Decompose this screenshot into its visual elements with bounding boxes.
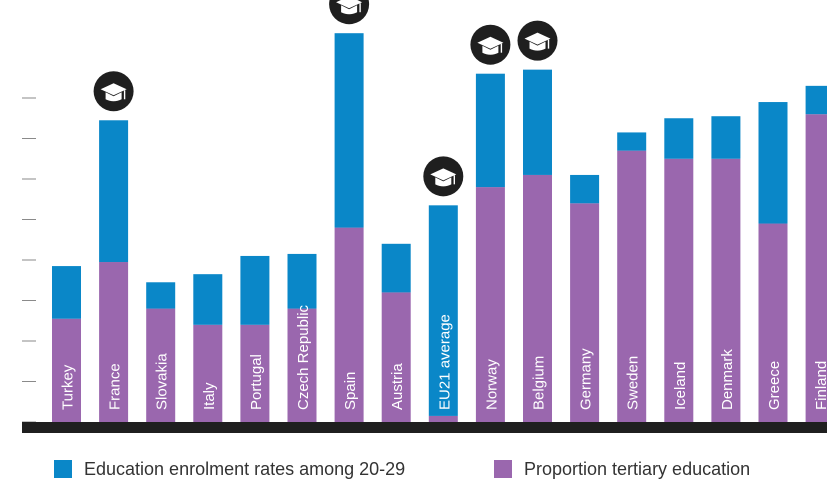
bar-group: Italy [193, 274, 222, 422]
bar-enrolment [146, 282, 175, 308]
graduation-cap-icon [94, 71, 134, 111]
bar-group: Austria [382, 244, 411, 422]
bar-group: Iceland [664, 118, 693, 422]
category-label: Belgium [531, 356, 548, 410]
legend-label-enrolment: Education enrolment rates among 20-29 [84, 459, 405, 480]
graduation-cap-icon [518, 21, 558, 61]
category-label: France [107, 363, 124, 410]
category-label: Finland [813, 361, 827, 410]
bar-group: Turkey [52, 266, 81, 422]
graduation-cap-icon [329, 0, 369, 24]
bar-group: Czech Republic [288, 254, 317, 422]
category-label: EU21 average [436, 314, 453, 410]
legend-swatch-tertiary [494, 460, 512, 478]
bar-group: Denmark [711, 116, 740, 422]
bar-enrolment [570, 175, 599, 203]
category-label: Turkey [60, 364, 77, 410]
bar-enrolment [193, 274, 222, 325]
bar-enrolment [476, 74, 505, 187]
legend-item-enrolment: Education enrolment rates among 20-29 [54, 458, 405, 480]
category-label: Norway [483, 359, 500, 410]
legend-item-tertiary: Proportion tertiary education [494, 458, 750, 480]
category-label: Sweden [625, 356, 642, 410]
bar-group: EU21 average [429, 205, 458, 422]
category-label: Portugal [248, 354, 265, 410]
bar-enrolment [806, 86, 827, 114]
bar-enrolment [382, 244, 411, 293]
graduation-cap-icon [470, 25, 510, 65]
bar-enrolment [664, 118, 693, 159]
bar-group: Slovakia [146, 282, 175, 422]
category-label: Slovakia [154, 353, 171, 410]
bar-enrolment [240, 256, 269, 325]
x-axis-baseline [22, 422, 827, 433]
bar-enrolment [52, 266, 81, 319]
category-label: Denmark [719, 349, 736, 410]
bar-enrolment [335, 33, 364, 227]
bar-group: Norway [476, 74, 505, 422]
category-label: Spain [342, 372, 359, 410]
bar-tertiary [429, 416, 458, 422]
bar-group: Spain [335, 33, 364, 422]
bar-group: Finland [806, 86, 827, 422]
category-label: Italy [201, 382, 218, 410]
bar-enrolment [759, 102, 788, 224]
bar-enrolment [288, 254, 317, 309]
bar-group: Greece [759, 102, 788, 422]
bar-group: Belgium [523, 70, 552, 422]
legend-swatch-enrolment [54, 460, 72, 478]
bar-enrolment [711, 116, 740, 159]
category-label: Czech Republic [295, 304, 312, 410]
bar-group: Germany [570, 175, 599, 422]
category-label: Germany [578, 348, 595, 410]
legend-label-tertiary: Proportion tertiary education [524, 459, 750, 480]
bar-enrolment [523, 70, 552, 175]
bar-group: Sweden [617, 132, 646, 422]
bar-group: France [99, 120, 128, 422]
bar-enrolment [99, 120, 128, 262]
category-label: Austria [389, 363, 406, 410]
category-label: Greece [766, 361, 783, 410]
bar-enrolment [617, 132, 646, 150]
category-label: Iceland [672, 362, 689, 410]
bar-group: Portugal [240, 256, 269, 422]
graduation-cap-icon [423, 156, 463, 196]
